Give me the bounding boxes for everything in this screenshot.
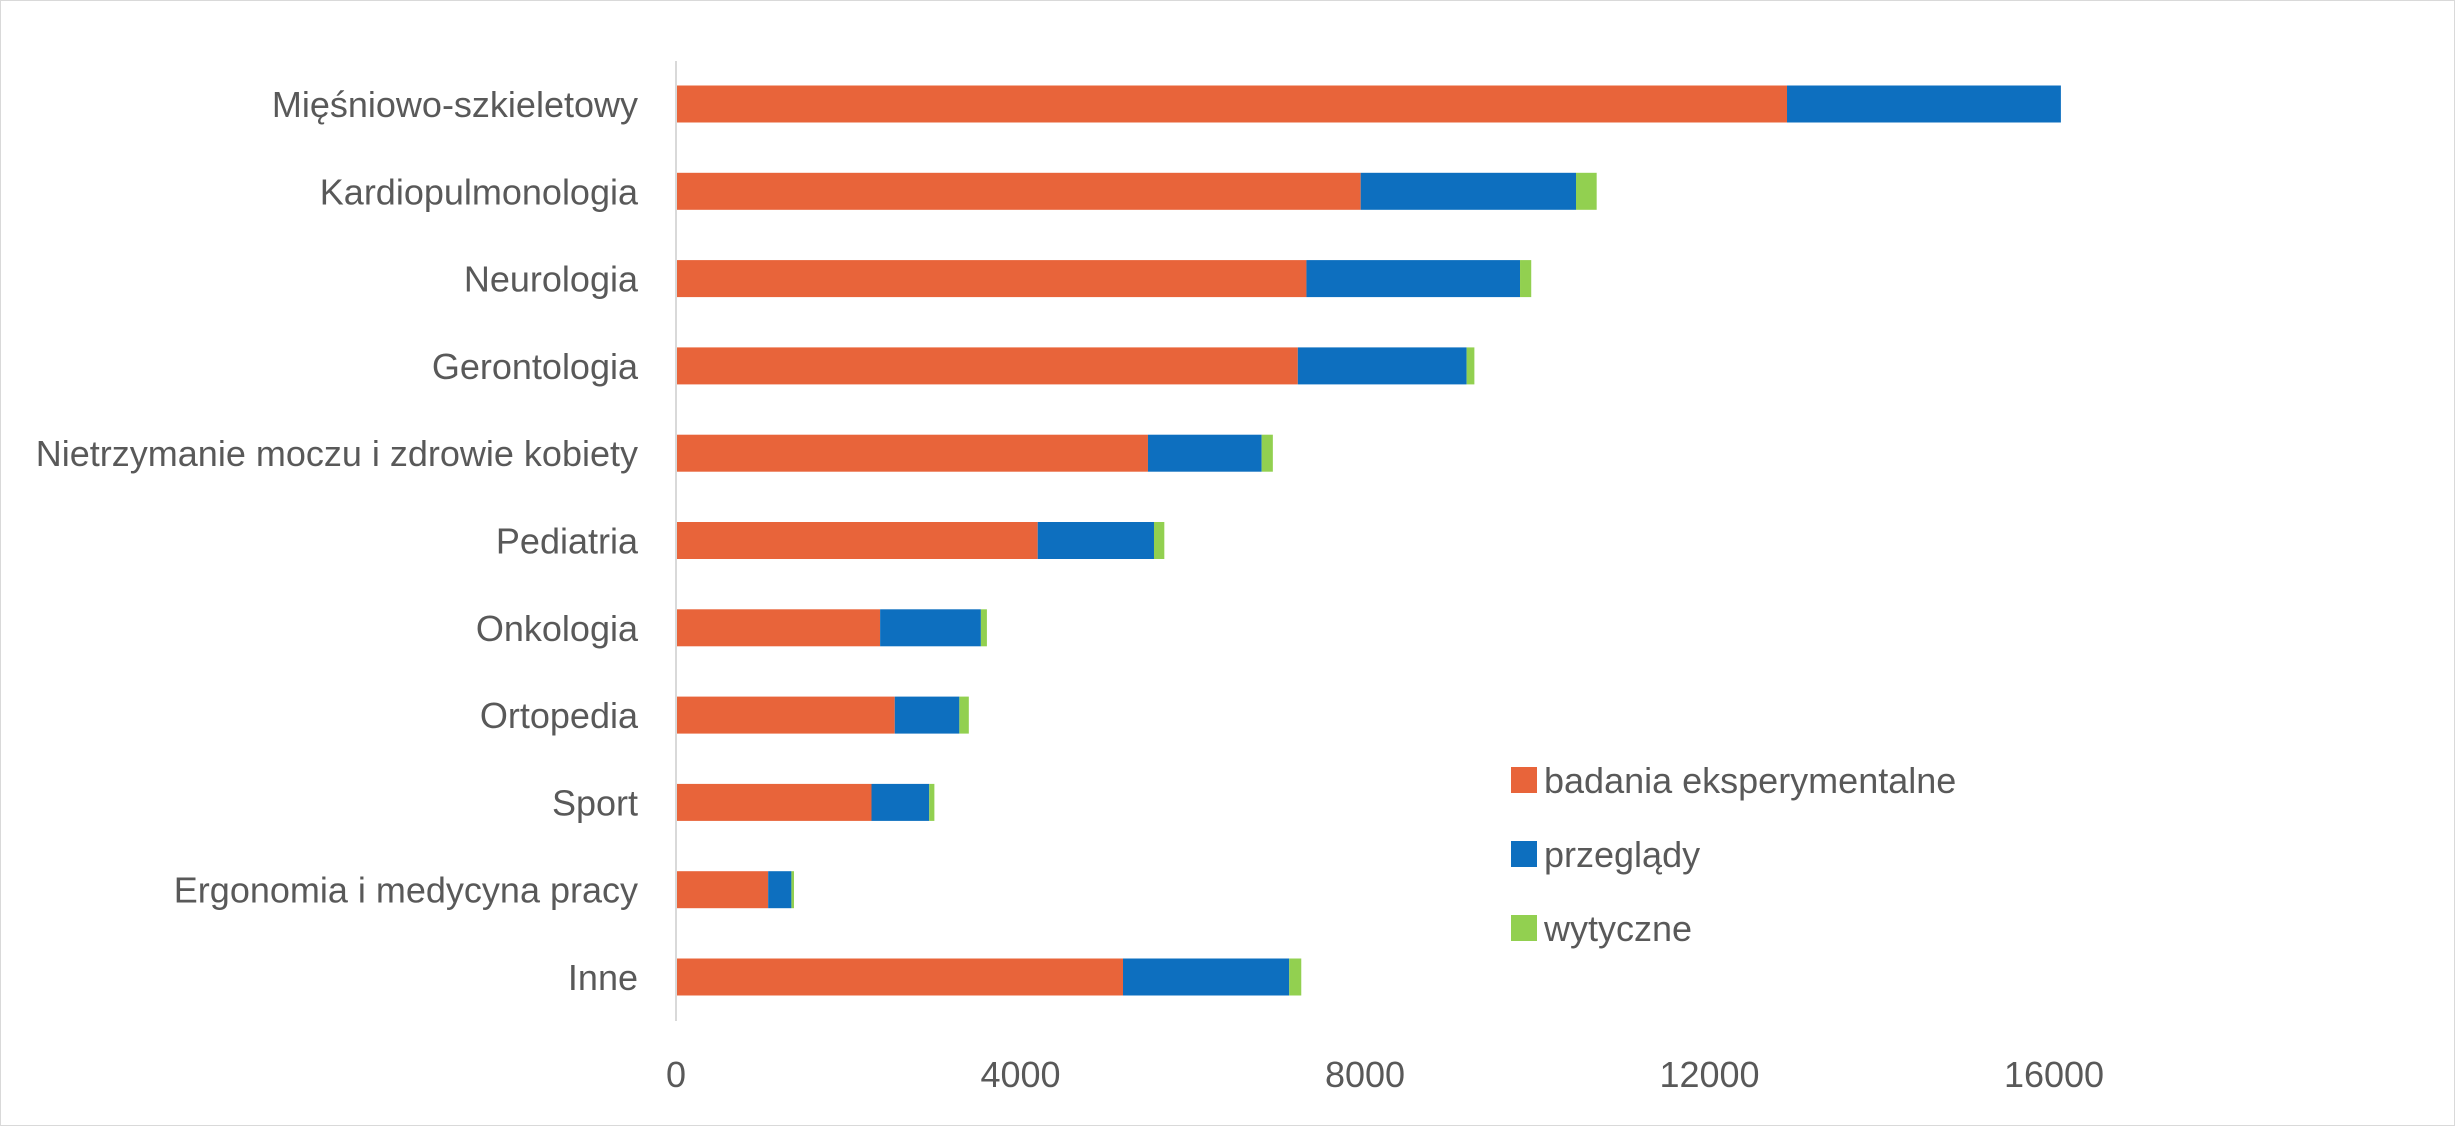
bar-series3-cat7 <box>980 609 987 647</box>
bar-series2-cat9 <box>871 783 930 821</box>
legend-label: wytyczne <box>1543 908 1692 949</box>
bar-series3-cat8 <box>959 696 969 734</box>
bar-series1-cat4 <box>676 347 1298 385</box>
bar-series3-cat10 <box>791 871 794 909</box>
category-label: Inne <box>568 957 638 998</box>
category-label: Sport <box>552 782 638 823</box>
bar-series2-cat3 <box>1306 260 1521 298</box>
bar-series2-cat8 <box>894 696 960 734</box>
bar-series2-cat11 <box>1122 958 1290 996</box>
bar-series1-cat10 <box>676 871 769 909</box>
bar-series2-cat4 <box>1297 347 1467 385</box>
bars-layer <box>676 85 2061 996</box>
bar-series1-cat9 <box>676 783 872 821</box>
bar-series2-cat7 <box>880 609 981 647</box>
bar-series2-cat2 <box>1360 172 1576 210</box>
bar-series2-cat10 <box>768 871 792 909</box>
bar-series2-cat1 <box>1787 85 2061 123</box>
category-label: Neurologia <box>464 259 639 300</box>
category-labels: Mięśniowo-szkieletowy Kardiopulmonologia N… <box>36 84 639 998</box>
bar-series3-cat3 <box>1520 260 1532 298</box>
legend-swatch <box>1511 767 1537 793</box>
category-label: Kardiopulmonologia <box>320 171 639 212</box>
bar-series1-cat3 <box>676 260 1307 298</box>
x-tick-labels: 0 4000 8000 12000 16000 <box>666 1054 2104 1095</box>
category-label: Gerontologia <box>432 346 639 387</box>
legend: badania eksperymentalne przeglądy wytyczne <box>1511 760 1956 949</box>
x-tick-label: 4000 <box>980 1054 1060 1095</box>
x-tick-label: 8000 <box>1325 1054 1405 1095</box>
category-label: Pediatria <box>496 521 639 562</box>
category-label: Ortopedia <box>480 695 639 736</box>
bar-series1-cat6 <box>676 522 1038 559</box>
bar-series1-cat2 <box>676 172 1361 210</box>
bar-series1-cat8 <box>676 696 895 734</box>
category-label: Ergonomia i medycyna pracy <box>174 870 638 911</box>
bar-series3-cat2 <box>1576 172 1597 210</box>
bar-series3-cat11 <box>1289 958 1302 996</box>
bar-series1-cat7 <box>676 609 881 647</box>
legend-swatch <box>1511 841 1537 867</box>
bar-series2-cat6 <box>1037 522 1154 559</box>
x-tick-label: 16000 <box>2004 1054 2104 1095</box>
category-label: Mięśniowo-szkieletowy <box>272 84 638 125</box>
x-tick-label: 0 <box>666 1054 686 1095</box>
bar-series3-cat5 <box>1261 434 1273 472</box>
legend-label: przeglądy <box>1544 834 1700 875</box>
bar-series1-cat5 <box>676 434 1148 472</box>
category-label: Nietrzymanie moczu i zdrowie kobiety <box>36 433 638 474</box>
bar-series3-cat4 <box>1466 347 1475 385</box>
legend-label: badania eksperymentalne <box>1544 760 1956 801</box>
x-tick-label: 12000 <box>1659 1054 1759 1095</box>
bar-series3-cat6 <box>1153 522 1165 559</box>
bar-series3-cat9 <box>929 783 935 821</box>
category-label: Onkologia <box>476 608 639 649</box>
bar-series1-cat1 <box>676 85 1788 123</box>
bar-series2-cat5 <box>1147 434 1262 472</box>
bar-series1-cat11 <box>676 958 1123 996</box>
legend-swatch <box>1511 915 1537 941</box>
